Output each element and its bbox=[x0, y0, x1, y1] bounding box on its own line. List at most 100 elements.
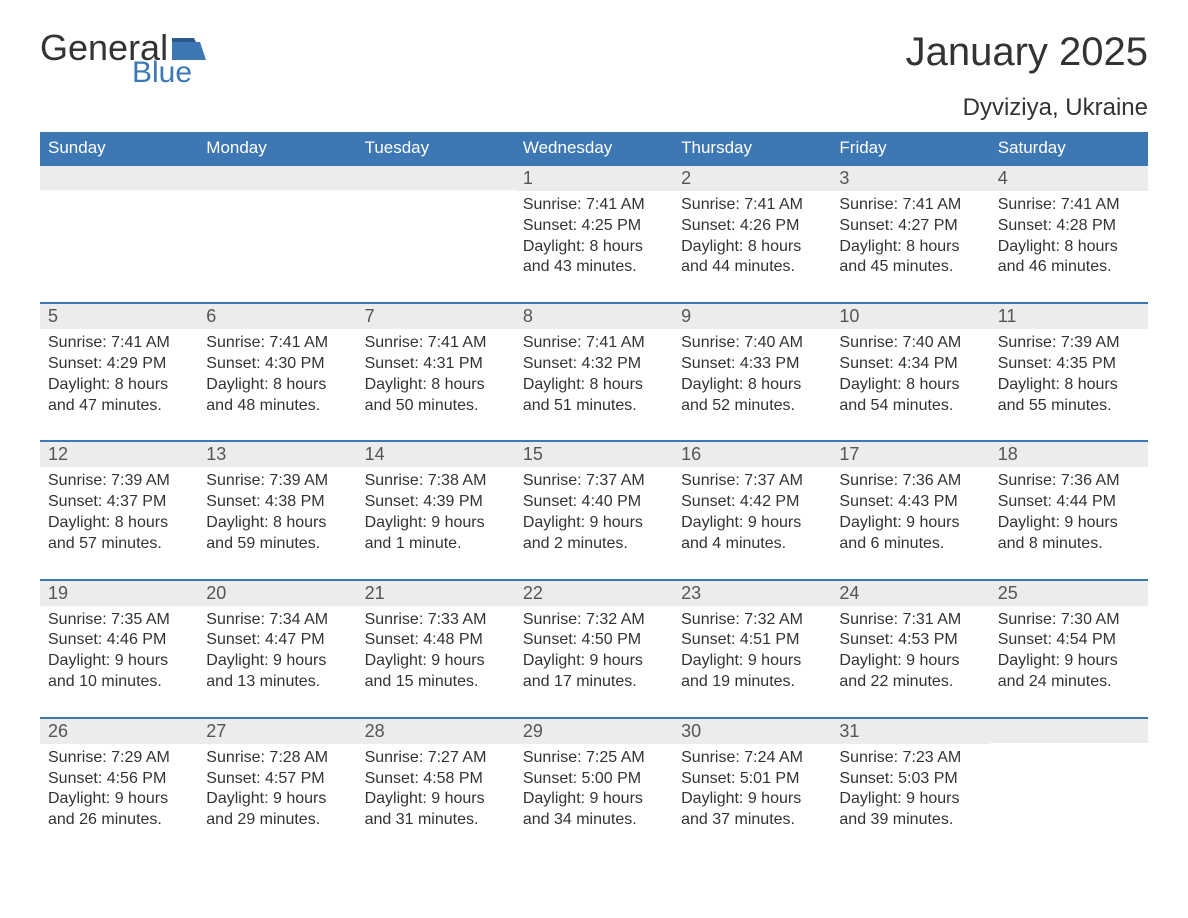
daylight-line1: Daylight: 8 hours bbox=[998, 375, 1140, 396]
sunrise-text: Sunrise: 7:41 AM bbox=[523, 333, 665, 354]
day-number: 11 bbox=[990, 304, 1148, 329]
daylight-line1: Daylight: 8 hours bbox=[206, 375, 348, 396]
day-number: 6 bbox=[198, 304, 356, 329]
calendar-day-cell: 27Sunrise: 7:28 AMSunset: 4:57 PMDayligh… bbox=[198, 718, 356, 855]
daylight-line1: Daylight: 8 hours bbox=[365, 375, 507, 396]
sunset-text: Sunset: 4:42 PM bbox=[681, 492, 823, 513]
day-number: 17 bbox=[831, 442, 989, 467]
sunset-text: Sunset: 5:00 PM bbox=[523, 769, 665, 790]
calendar-day-cell: 8Sunrise: 7:41 AMSunset: 4:32 PMDaylight… bbox=[515, 303, 673, 441]
day-details: Sunrise: 7:41 AMSunset: 4:30 PMDaylight:… bbox=[198, 329, 356, 440]
sunset-text: Sunset: 5:01 PM bbox=[681, 769, 823, 790]
day-number: 3 bbox=[831, 166, 989, 191]
day-number: 23 bbox=[673, 581, 831, 606]
daylight-line1: Daylight: 8 hours bbox=[48, 375, 190, 396]
daylight-line2: and 17 minutes. bbox=[523, 672, 665, 693]
day-details: Sunrise: 7:39 AMSunset: 4:35 PMDaylight:… bbox=[990, 329, 1148, 440]
weekday-header: Tuesday bbox=[357, 132, 515, 165]
sunset-text: Sunset: 4:38 PM bbox=[206, 492, 348, 513]
day-details bbox=[40, 190, 198, 280]
daylight-line2: and 47 minutes. bbox=[48, 396, 190, 417]
sunrise-text: Sunrise: 7:36 AM bbox=[839, 471, 981, 492]
sunset-text: Sunset: 4:48 PM bbox=[365, 630, 507, 651]
daylight-line1: Daylight: 9 hours bbox=[681, 789, 823, 810]
calendar-empty-cell bbox=[198, 165, 356, 303]
day-details: Sunrise: 7:41 AMSunset: 4:31 PMDaylight:… bbox=[357, 329, 515, 440]
sunset-text: Sunset: 4:46 PM bbox=[48, 630, 190, 651]
day-number: 12 bbox=[40, 442, 198, 467]
day-number bbox=[990, 719, 1148, 743]
day-details: Sunrise: 7:30 AMSunset: 4:54 PMDaylight:… bbox=[990, 606, 1148, 717]
weekday-header: Sunday bbox=[40, 132, 198, 165]
daylight-line1: Daylight: 9 hours bbox=[839, 789, 981, 810]
day-details: Sunrise: 7:41 AMSunset: 4:28 PMDaylight:… bbox=[990, 191, 1148, 302]
day-number: 1 bbox=[515, 166, 673, 191]
day-number: 7 bbox=[357, 304, 515, 329]
day-number: 10 bbox=[831, 304, 989, 329]
calendar-day-cell: 9Sunrise: 7:40 AMSunset: 4:33 PMDaylight… bbox=[673, 303, 831, 441]
sunrise-text: Sunrise: 7:35 AM bbox=[48, 610, 190, 631]
daylight-line1: Daylight: 8 hours bbox=[681, 237, 823, 258]
daylight-line1: Daylight: 8 hours bbox=[839, 375, 981, 396]
day-number: 8 bbox=[515, 304, 673, 329]
day-details: Sunrise: 7:41 AMSunset: 4:29 PMDaylight:… bbox=[40, 329, 198, 440]
location-label: Dyviziya, Ukraine bbox=[40, 94, 1148, 122]
day-details: Sunrise: 7:37 AMSunset: 4:40 PMDaylight:… bbox=[515, 467, 673, 578]
daylight-line1: Daylight: 8 hours bbox=[523, 375, 665, 396]
daylight-line2: and 44 minutes. bbox=[681, 257, 823, 278]
daylight-line2: and 50 minutes. bbox=[365, 396, 507, 417]
day-number: 15 bbox=[515, 442, 673, 467]
day-number: 5 bbox=[40, 304, 198, 329]
daylight-line2: and 29 minutes. bbox=[206, 810, 348, 831]
daylight-line2: and 19 minutes. bbox=[681, 672, 823, 693]
daylight-line1: Daylight: 9 hours bbox=[998, 513, 1140, 534]
daylight-line1: Daylight: 9 hours bbox=[839, 651, 981, 672]
calendar-week-row: 26Sunrise: 7:29 AMSunset: 4:56 PMDayligh… bbox=[40, 718, 1148, 855]
day-details: Sunrise: 7:25 AMSunset: 5:00 PMDaylight:… bbox=[515, 744, 673, 855]
day-number: 30 bbox=[673, 719, 831, 744]
daylight-line2: and 48 minutes. bbox=[206, 396, 348, 417]
daylight-line2: and 51 minutes. bbox=[523, 396, 665, 417]
sunset-text: Sunset: 4:50 PM bbox=[523, 630, 665, 651]
day-details: Sunrise: 7:41 AMSunset: 4:26 PMDaylight:… bbox=[673, 191, 831, 302]
calendar-day-cell: 20Sunrise: 7:34 AMSunset: 4:47 PMDayligh… bbox=[198, 580, 356, 718]
day-details: Sunrise: 7:32 AMSunset: 4:51 PMDaylight:… bbox=[673, 606, 831, 717]
daylight-line1: Daylight: 9 hours bbox=[365, 513, 507, 534]
day-details: Sunrise: 7:36 AMSunset: 4:43 PMDaylight:… bbox=[831, 467, 989, 578]
sunrise-text: Sunrise: 7:28 AM bbox=[206, 748, 348, 769]
day-details: Sunrise: 7:40 AMSunset: 4:33 PMDaylight:… bbox=[673, 329, 831, 440]
header: General Blue January 2025 bbox=[40, 30, 1148, 88]
daylight-line1: Daylight: 9 hours bbox=[523, 513, 665, 534]
weekday-header: Saturday bbox=[990, 132, 1148, 165]
sunrise-text: Sunrise: 7:27 AM bbox=[365, 748, 507, 769]
sunset-text: Sunset: 4:37 PM bbox=[48, 492, 190, 513]
day-details: Sunrise: 7:40 AMSunset: 4:34 PMDaylight:… bbox=[831, 329, 989, 440]
sunrise-text: Sunrise: 7:25 AM bbox=[523, 748, 665, 769]
sunrise-text: Sunrise: 7:32 AM bbox=[681, 610, 823, 631]
calendar-week-row: 19Sunrise: 7:35 AMSunset: 4:46 PMDayligh… bbox=[40, 580, 1148, 718]
sunrise-text: Sunrise: 7:39 AM bbox=[206, 471, 348, 492]
day-details: Sunrise: 7:36 AMSunset: 4:44 PMDaylight:… bbox=[990, 467, 1148, 578]
daylight-line1: Daylight: 8 hours bbox=[998, 237, 1140, 258]
day-number bbox=[357, 166, 515, 190]
calendar-table: SundayMondayTuesdayWednesdayThursdayFrid… bbox=[40, 132, 1148, 855]
day-details: Sunrise: 7:27 AMSunset: 4:58 PMDaylight:… bbox=[357, 744, 515, 855]
day-number: 13 bbox=[198, 442, 356, 467]
calendar-day-cell: 29Sunrise: 7:25 AMSunset: 5:00 PMDayligh… bbox=[515, 718, 673, 855]
calendar-day-cell: 21Sunrise: 7:33 AMSunset: 4:48 PMDayligh… bbox=[357, 580, 515, 718]
calendar-week-row: 1Sunrise: 7:41 AMSunset: 4:25 PMDaylight… bbox=[40, 165, 1148, 303]
day-number: 21 bbox=[357, 581, 515, 606]
sunset-text: Sunset: 4:34 PM bbox=[839, 354, 981, 375]
sunset-text: Sunset: 4:35 PM bbox=[998, 354, 1140, 375]
calendar-day-cell: 19Sunrise: 7:35 AMSunset: 4:46 PMDayligh… bbox=[40, 580, 198, 718]
day-details: Sunrise: 7:31 AMSunset: 4:53 PMDaylight:… bbox=[831, 606, 989, 717]
day-number: 24 bbox=[831, 581, 989, 606]
day-details bbox=[198, 190, 356, 280]
daylight-line1: Daylight: 9 hours bbox=[206, 651, 348, 672]
calendar-day-cell: 3Sunrise: 7:41 AMSunset: 4:27 PMDaylight… bbox=[831, 165, 989, 303]
day-number: 2 bbox=[673, 166, 831, 191]
daylight-line2: and 45 minutes. bbox=[839, 257, 981, 278]
daylight-line2: and 22 minutes. bbox=[839, 672, 981, 693]
day-number: 22 bbox=[515, 581, 673, 606]
sunset-text: Sunset: 4:51 PM bbox=[681, 630, 823, 651]
